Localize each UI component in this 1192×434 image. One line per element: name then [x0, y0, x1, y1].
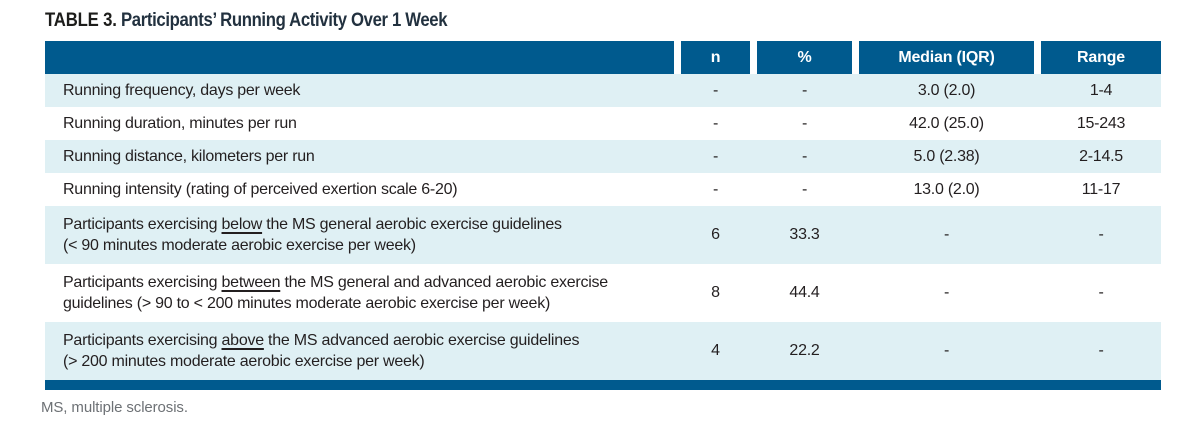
- row-label-line2: guidelines (> 90 to < 200 minutes modera…: [63, 295, 551, 312]
- row-label: Participants exercising between the MS g…: [45, 272, 674, 314]
- results-table: n % Median (IQR) Range Running frequency…: [45, 41, 1161, 390]
- cell-percent: 44.4: [789, 284, 820, 301]
- cell-n: 8: [711, 284, 720, 301]
- table-row: Running intensity (rating of perceived e…: [45, 173, 1161, 206]
- cell-range: 11-17: [1081, 180, 1121, 198]
- table-header-row: n % Median (IQR) Range: [45, 41, 1161, 74]
- cell-percent: -: [801, 147, 808, 165]
- cell-range: 1-4: [1089, 81, 1113, 99]
- cell-percent: 33.3: [789, 226, 820, 243]
- header-cell-range: Range: [1041, 41, 1161, 74]
- table-row: Running frequency, days per week - - 3.0…: [45, 74, 1161, 107]
- table-row: Running duration, minutes per run - - 42…: [45, 107, 1161, 140]
- cell-range: -: [1098, 342, 1104, 359]
- table-title-text: Participants’ Running Activity Over 1 We…: [116, 10, 448, 31]
- row-label-line2: (< 90 minutes moderate aerobic exercise …: [63, 237, 416, 254]
- row-label: Participants exercising above the MS adv…: [45, 330, 674, 372]
- cell-median-iqr: 42.0 (25.0): [909, 114, 984, 132]
- row-label-line1: Participants exercising between the MS g…: [63, 274, 608, 291]
- underlined-word: above: [221, 332, 265, 349]
- header-cell-median-iqr: Median (IQR): [859, 41, 1034, 74]
- cell-median-iqr: -: [943, 342, 950, 359]
- cell-n: 6: [711, 226, 720, 243]
- cell-median-iqr: 13.0 (2.0): [913, 180, 980, 198]
- table-title-label: TABLE 3.: [45, 10, 117, 31]
- underlined-word: between: [221, 274, 281, 291]
- cell-median-iqr: -: [943, 226, 950, 243]
- table-bottom-rule: [45, 380, 1161, 390]
- footnote: MS, multiple sclerosis.: [41, 399, 188, 416]
- cell-range: 15-243: [1076, 114, 1126, 132]
- cell-percent: -: [801, 114, 808, 132]
- cell-percent: -: [801, 81, 808, 99]
- row-label: Participants exercising below the MS gen…: [45, 214, 674, 256]
- row-label-line1: Participants exercising above the MS adv…: [63, 332, 580, 349]
- row-label: Running intensity (rating of perceived e…: [63, 181, 458, 198]
- cell-range: 2-14.5: [1079, 147, 1123, 165]
- table-row: Running distance, kilometers per run - -…: [45, 140, 1161, 173]
- cell-range: -: [1098, 226, 1104, 243]
- row-label-line1: Participants exercising below the MS gen…: [63, 216, 562, 233]
- cell-n: 4: [711, 342, 720, 359]
- cell-median-iqr: 3.0 (2.0): [917, 81, 976, 99]
- cell-median-iqr: -: [943, 284, 950, 301]
- header-cell-n: n: [681, 41, 750, 74]
- cell-range: -: [1098, 284, 1104, 301]
- row-label: Running frequency, days per week: [63, 82, 301, 99]
- row-label: Running distance, kilometers per run: [63, 148, 315, 165]
- row-label: Running duration, minutes per run: [63, 115, 297, 132]
- table-row: Participants exercising below the MS gen…: [45, 206, 1161, 264]
- cell-n: -: [712, 114, 719, 132]
- table-row: Participants exercising between the MS g…: [45, 264, 1161, 322]
- underlined-word: below: [221, 216, 263, 233]
- table-title: TABLE 3. Participants’ Running Activity …: [45, 10, 1027, 32]
- table-row: Participants exercising above the MS adv…: [45, 322, 1161, 380]
- header-cell-percent: %: [757, 41, 852, 74]
- header-cell-label: [45, 41, 674, 74]
- row-label-line2: (> 200 minutes moderate aerobic exercise…: [63, 353, 425, 370]
- cell-median-iqr: 5.0 (2.38): [913, 147, 980, 165]
- cell-n: -: [712, 81, 719, 99]
- cell-percent: -: [801, 180, 808, 198]
- cell-n: -: [712, 147, 719, 165]
- cell-n: -: [712, 180, 719, 198]
- cell-percent: 22.2: [789, 342, 820, 359]
